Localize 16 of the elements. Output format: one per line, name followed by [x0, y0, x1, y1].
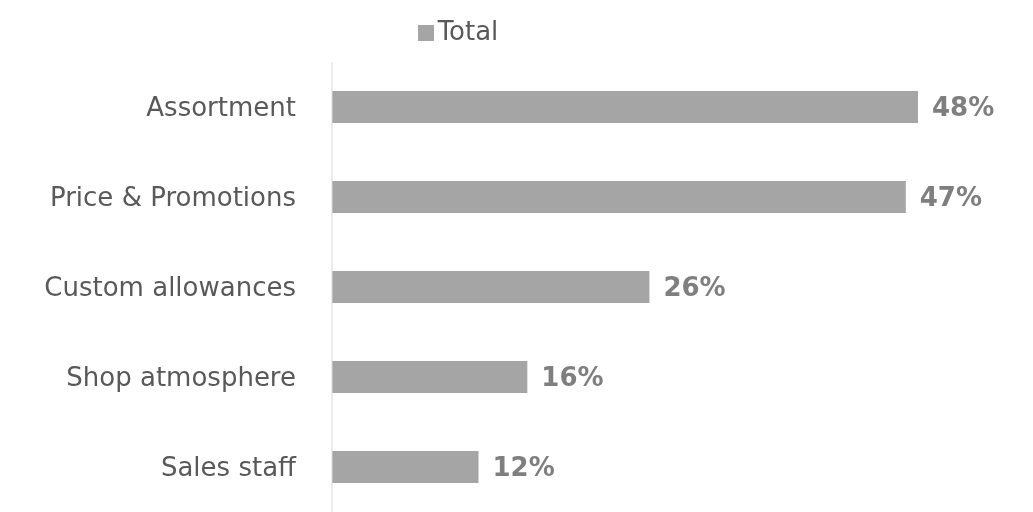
bar [332, 91, 918, 123]
y-tick-label: Price & Promotions [49, 182, 296, 213]
data-label: 26% [663, 272, 726, 303]
y-tick-label: Custom allowances [44, 272, 296, 303]
bar [332, 451, 479, 483]
data-label: 16% [541, 362, 604, 393]
y-tick-label: Assortment [146, 92, 296, 123]
data-label: 48% [932, 92, 995, 123]
bar [332, 271, 650, 303]
data-label: 47% [919, 182, 983, 213]
data-label: 12% [492, 452, 555, 483]
legend-label: Total [437, 16, 499, 46]
bar [332, 361, 528, 393]
bar [332, 181, 906, 213]
y-tick-label: Shop atmosphere [66, 362, 296, 393]
y-tick-label: Sales staff [160, 452, 298, 483]
